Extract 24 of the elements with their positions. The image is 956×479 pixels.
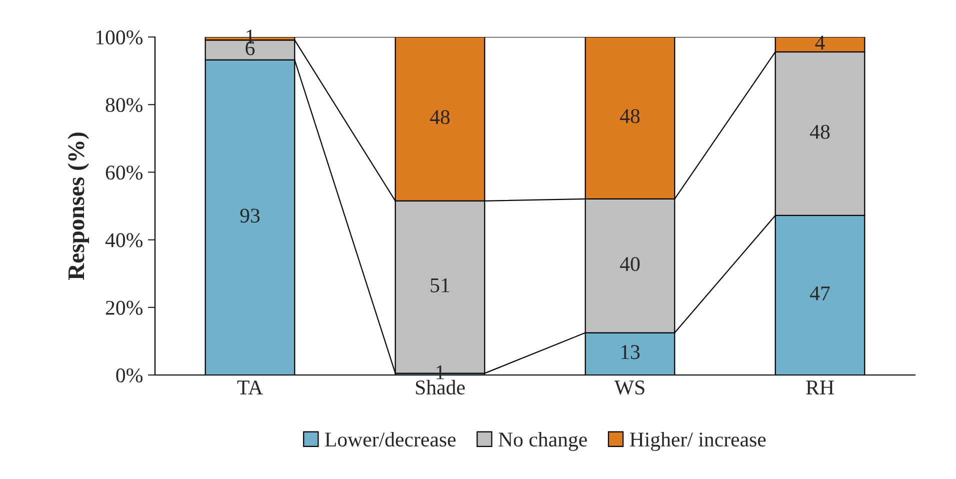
x-tick-label: TA (237, 380, 263, 394)
data-label: 48 (810, 124, 830, 139)
y-tick-label: 100% (96, 30, 142, 44)
data-label: 13 (621, 345, 640, 360)
legend-label: Lower/decrease (325, 432, 456, 447)
y-axis-title: Responses (%) (68, 132, 90, 280)
y-tick-label: 80% (106, 98, 142, 112)
data-label: 4 (815, 36, 825, 50)
data-label: 51 (430, 278, 450, 292)
data-label: 47 (810, 286, 830, 300)
legend-label: Higher/ increase (630, 432, 766, 451)
data-label: 48 (430, 110, 450, 124)
y-tick-label: 20% (106, 300, 142, 315)
x-tick-label: RH (806, 380, 834, 394)
x-tick-label: WS (614, 380, 644, 395)
data-label: 6 (246, 41, 255, 56)
data-label: 48 (620, 109, 640, 124)
y-tick-label: 60% (106, 166, 142, 180)
y-tick-label: 0% (116, 368, 142, 382)
data-label: 93 (240, 208, 260, 223)
y-tick-label: 40% (105, 233, 142, 248)
legend-label: No change (498, 432, 587, 451)
data-label: 40 (620, 256, 640, 272)
x-tick-label: Shade (416, 380, 465, 395)
